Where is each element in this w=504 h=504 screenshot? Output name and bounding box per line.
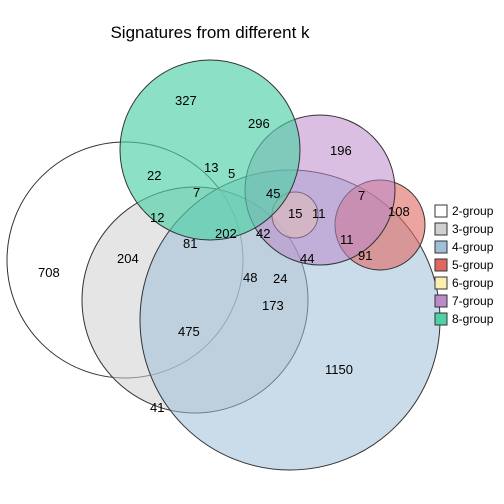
circle-8-group xyxy=(120,60,300,240)
region-count: 24 xyxy=(273,271,287,286)
region-count: 7 xyxy=(193,185,200,200)
region-count: 173 xyxy=(262,298,284,313)
region-count: 91 xyxy=(358,248,372,263)
region-count: 41 xyxy=(150,400,164,415)
region-count: 12 xyxy=(150,210,164,225)
region-count: 708 xyxy=(38,265,60,280)
region-count: 11 xyxy=(340,232,354,247)
region-count: 48 xyxy=(243,270,257,285)
region-count: 108 xyxy=(388,204,410,219)
region-count: 11 xyxy=(312,206,326,221)
region-count: 475 xyxy=(178,324,200,339)
region-count: 7 xyxy=(358,188,365,203)
region-count: 327 xyxy=(175,93,197,108)
region-count: 44 xyxy=(300,251,314,266)
legend-label: 8-group xyxy=(452,312,494,326)
region-count: 196 xyxy=(330,143,352,158)
region-count: 22 xyxy=(147,168,161,183)
legend-swatch xyxy=(435,313,447,325)
region-count: 204 xyxy=(117,251,139,266)
legend-swatch xyxy=(435,205,447,217)
legend-swatch xyxy=(435,295,447,307)
chart-title: Signatures from different k xyxy=(110,23,310,42)
region-count: 81 xyxy=(183,236,197,251)
legend-label: 6-group xyxy=(452,276,494,290)
venn-diagram: Signatures from different k 327 296 196 22 13… xyxy=(0,0,504,504)
region-count: 15 xyxy=(288,206,302,221)
legend-label: 5-group xyxy=(452,258,494,272)
legend-swatch xyxy=(435,223,447,235)
legend-swatch xyxy=(435,241,447,253)
legend-swatch xyxy=(435,259,447,271)
legend: 2-group 3-group 4-group 5-group 6-group 7-gro… xyxy=(435,204,494,326)
legend-label: 7-group xyxy=(452,294,494,308)
region-count: 42 xyxy=(256,226,270,241)
region-count: 13 xyxy=(204,160,218,175)
legend-label: 3-group xyxy=(452,222,494,236)
legend-swatch xyxy=(435,277,447,289)
legend-label: 2-group xyxy=(452,204,494,218)
region-count: 202 xyxy=(215,226,237,241)
region-count: 296 xyxy=(248,116,270,131)
legend-label: 4-group xyxy=(452,240,494,254)
region-count: 5 xyxy=(228,166,235,181)
venn-circles xyxy=(7,60,440,470)
region-count: 45 xyxy=(266,186,280,201)
region-count: 1150 xyxy=(325,362,353,377)
